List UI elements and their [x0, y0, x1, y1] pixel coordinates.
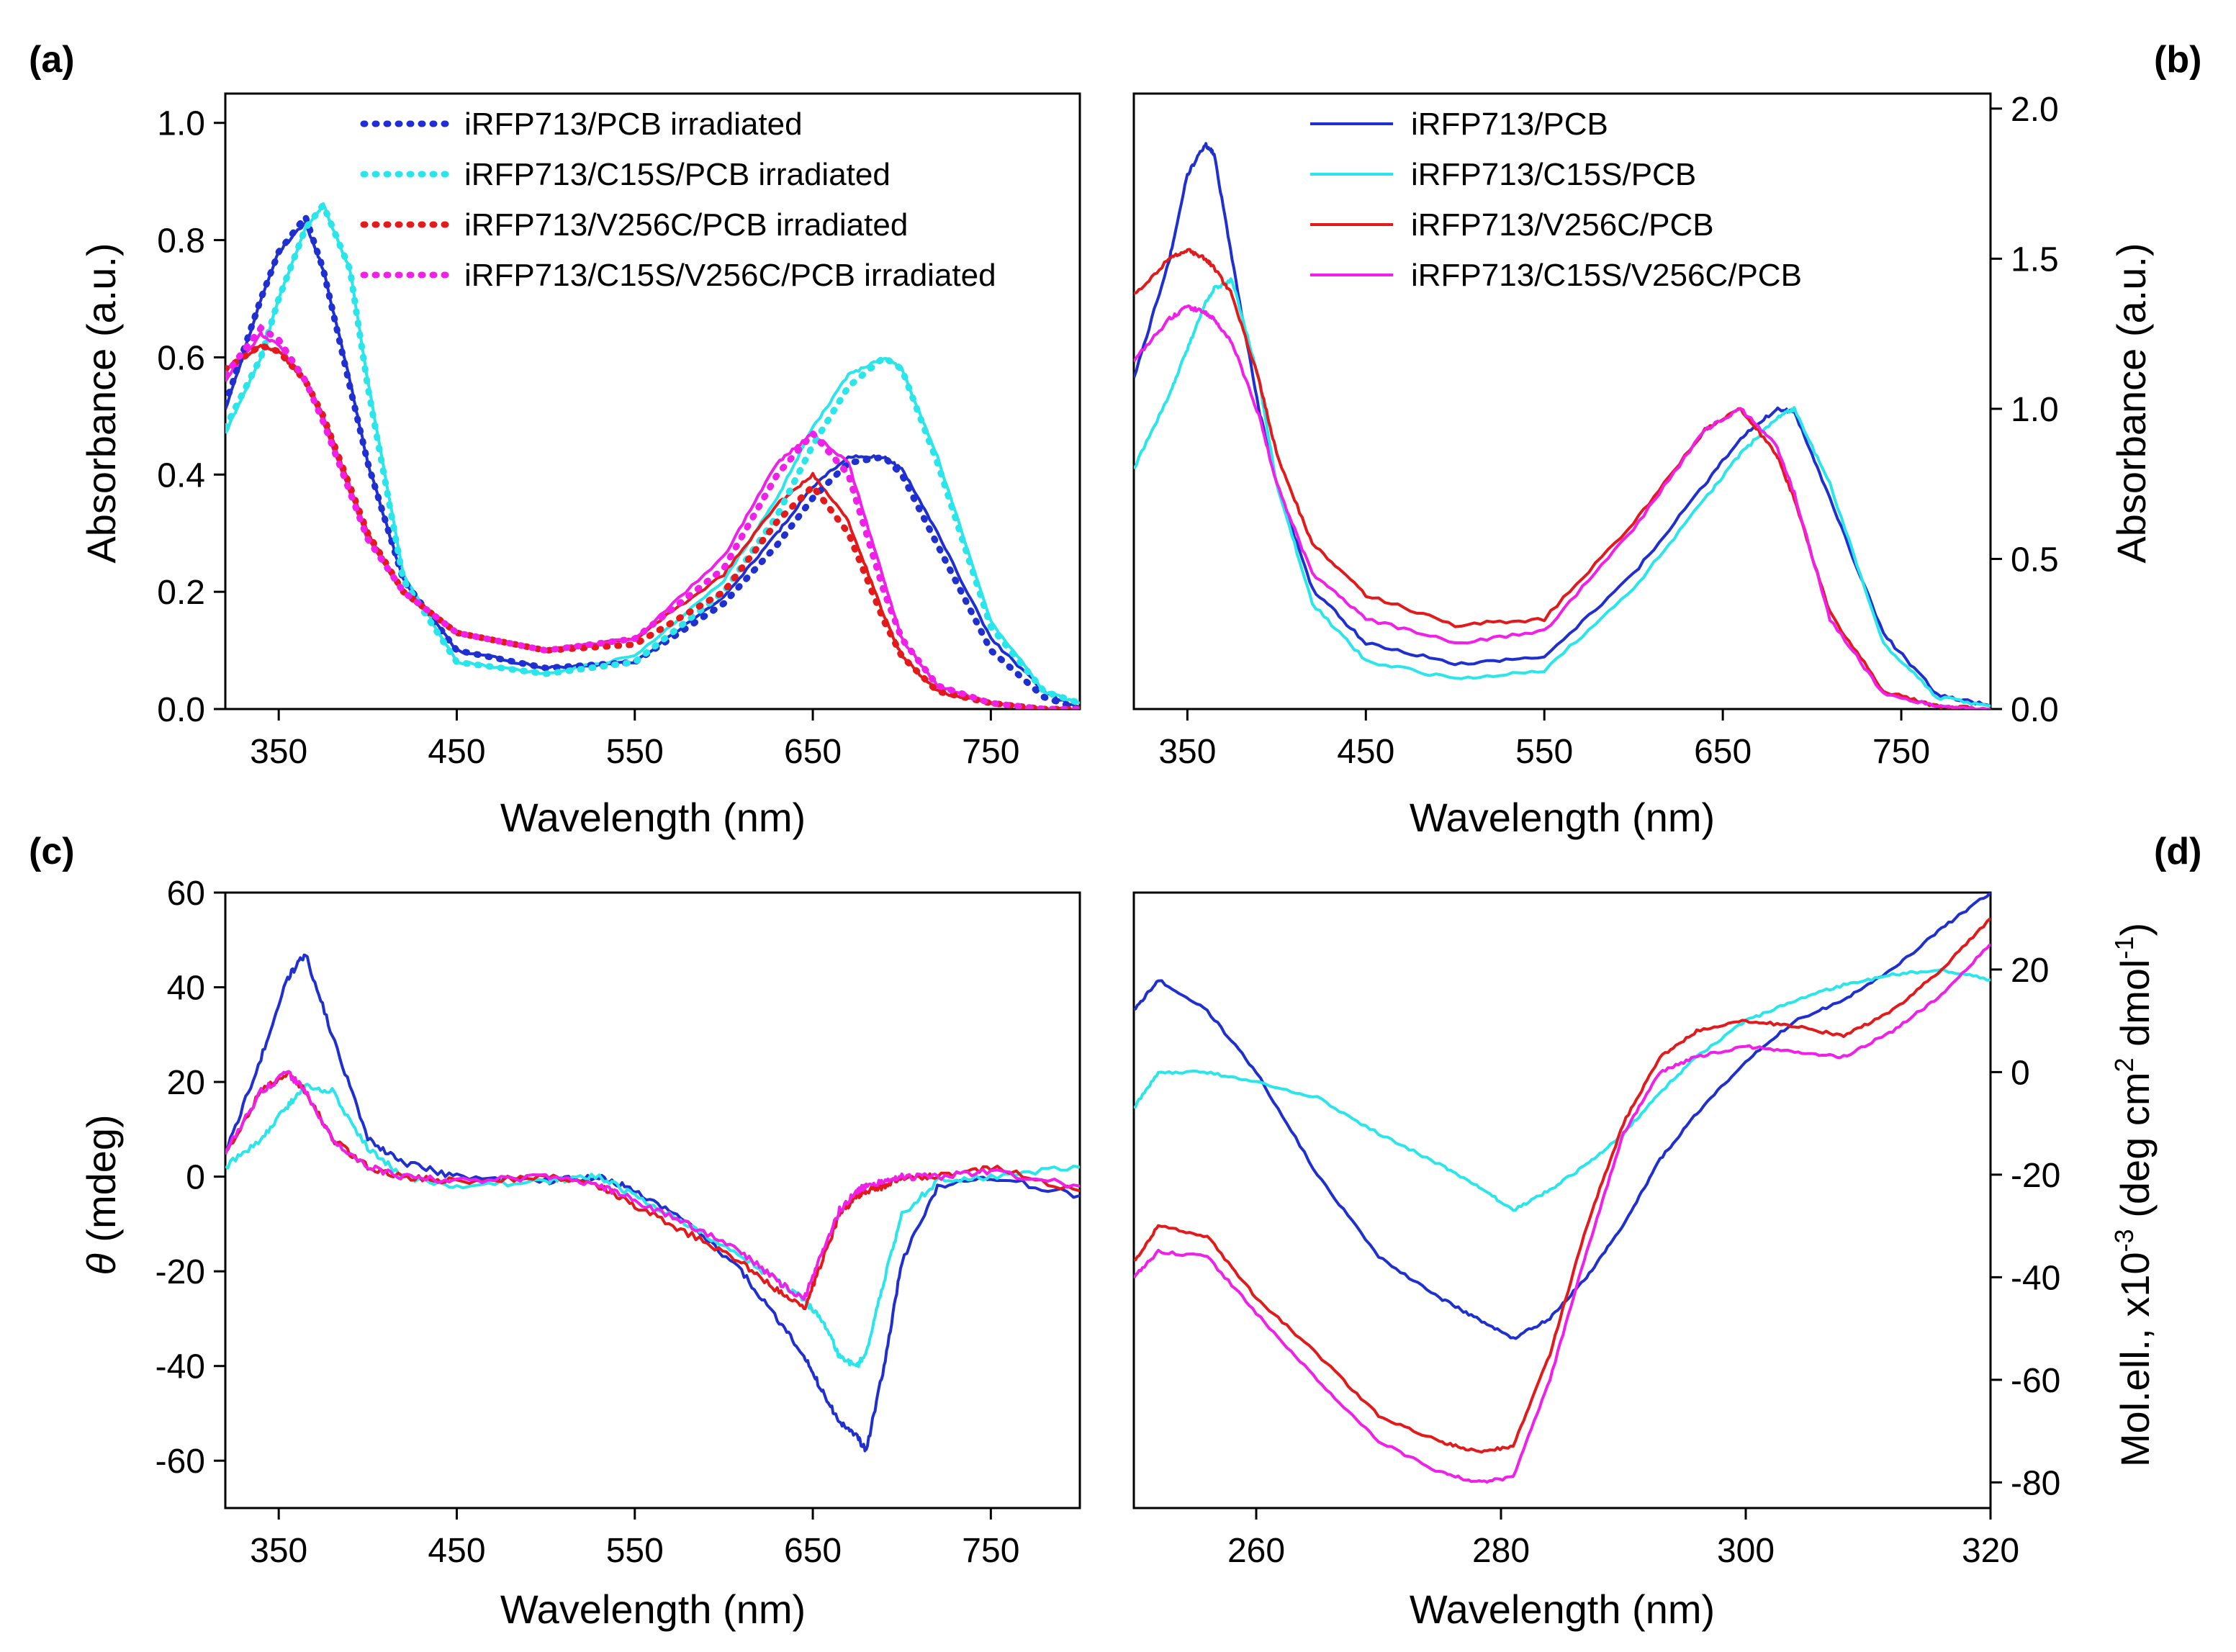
y-tick-label: 60	[167, 875, 205, 913]
series-line	[225, 1070, 1080, 1301]
plot-frame	[1132, 92, 1992, 710]
series-line	[225, 953, 1080, 1453]
x-tick-label: 350	[250, 733, 307, 771]
x-tick-label: 300	[1717, 1532, 1775, 1570]
panel-label-c: (c)	[29, 831, 75, 872]
series-line	[1134, 142, 1991, 708]
x-tick-label: 350	[1158, 733, 1216, 771]
panel-c-ylabel-symbol: θ	[78, 1253, 124, 1275]
x-tick-label: 550	[606, 733, 664, 771]
legend-label: iRFP713/C15S/V256C/PCB irradiated	[464, 258, 996, 293]
panel-label-d: (d)	[2154, 831, 2201, 872]
x-tick-label: 450	[428, 1532, 485, 1570]
panel-b-ylabel: Absorbance (a.u.)	[2109, 243, 2154, 563]
x-tick-label: 320	[1962, 1532, 2019, 1570]
panel-d-ylabel-base: Mol.ell., x10	[2112, 1252, 2158, 1467]
panel-c-ylabel-rest: (mdeg)	[78, 1114, 124, 1253]
series-dotted-line	[225, 323, 1080, 709]
panel-d-ylabel-mid2: dmol	[2112, 960, 2158, 1058]
y-tick-label: 0.0	[2011, 691, 2059, 729]
series-line	[1134, 967, 1991, 1212]
series-line	[225, 1083, 1080, 1368]
x-tick-label: 280	[1472, 1532, 1530, 1570]
series-line	[225, 1070, 1080, 1311]
legend-label: iRFP713/PCB irradiated	[464, 107, 803, 142]
x-tick-label: 750	[962, 1532, 1019, 1570]
x-tick-label: 650	[1694, 733, 1752, 771]
plot-frame	[1132, 891, 1992, 1509]
y-tick-label: 0	[186, 1159, 205, 1197]
panel-d-ylabel: Mol.ell., x10-3 (deg cm2 dmol-1)	[2109, 923, 2158, 1467]
y-tick-label: -60	[2011, 1362, 2060, 1400]
panel-a-plot: 350 450 550 650 750 0.0 0.2 0.4 0.6 0.8 1.0 iRFP713…	[157, 92, 1081, 771]
y-tick-label: -20	[2011, 1157, 2060, 1195]
x-tick-label: 350	[250, 1532, 307, 1570]
x-tick-label: 650	[784, 1532, 842, 1570]
y-tick-label: -60	[155, 1443, 205, 1481]
y-tick-label: -40	[2011, 1259, 2060, 1297]
panel-d-ylabel-exp3: -1	[2109, 936, 2139, 960]
panel-d-ylabel-mid: (deg cm	[2112, 1072, 2158, 1229]
y-tick-label: 20	[167, 1064, 205, 1102]
y-tick-label: 1.0	[157, 105, 205, 143]
y-tick-label: -80	[2011, 1464, 2060, 1502]
series-line	[1134, 304, 1991, 709]
series-dotted-line	[225, 198, 1080, 707]
y-tick-label: 0.8	[157, 222, 205, 261]
y-tick-label: 0.4	[157, 456, 205, 495]
panel-c-plot: 350 450 550 650 750 -60 -40 -20 0 20 40 60	[155, 875, 1081, 1570]
x-tick-label: 450	[428, 733, 485, 771]
y-tick-label: 0.0	[157, 691, 205, 729]
legend-label: iRFP713/C15S/PCB	[1411, 157, 1696, 192]
panel-d-xlabel: Wavelength (nm)	[1410, 1586, 1715, 1632]
panel-d-ylabel-exp2: 2	[2109, 1057, 2139, 1072]
panel-c-ylabel: θ (mdeg)	[78, 1114, 124, 1275]
y-tick-label: 1.0	[2011, 391, 2059, 429]
legend-label: iRFP713/V256C/PCB	[1411, 207, 1714, 243]
legend-label: iRFP713/V256C/PCB irradiated	[464, 207, 908, 243]
series-line	[225, 331, 1080, 709]
panel-a-xlabel: Wavelength (nm)	[500, 795, 806, 840]
panel-b-plot: 350 450 550 650 750 0.0 0.5 1.0 1.5 2.0 iRFP713/PC…	[1132, 91, 2059, 771]
panel-label-b: (b)	[2154, 39, 2201, 81]
series-line	[1134, 277, 1991, 708]
panel-b-xlabel: Wavelength (nm)	[1410, 795, 1715, 840]
y-tick-label: -20	[155, 1253, 205, 1291]
y-tick-label: 20	[2011, 952, 2049, 990]
y-tick-label: 0.6	[157, 339, 205, 377]
y-tick-label: 0.5	[2011, 541, 2059, 579]
x-tick-label: 260	[1227, 1532, 1285, 1570]
panel-d-ylabel-end: )	[2112, 923, 2158, 936]
x-tick-label: 550	[1515, 733, 1573, 771]
y-tick-label: 2.0	[2011, 91, 2059, 129]
y-tick-label: 1.5	[2011, 240, 2059, 279]
legend-label: iRFP713/C15S/V256C/PCB	[1411, 258, 1802, 293]
panel-d-ylabel-exp1: -3	[2109, 1229, 2139, 1252]
x-tick-label: 750	[1872, 733, 1930, 771]
x-tick-label: 750	[962, 733, 1019, 771]
y-tick-label: 0	[2011, 1054, 2030, 1092]
y-tick-label: -40	[155, 1348, 205, 1386]
series-line	[1134, 917, 1991, 1454]
series-line	[1134, 943, 1991, 1484]
plot-frame	[224, 891, 1081, 1509]
x-tick-label: 650	[784, 733, 842, 771]
legend-label: iRFP713/C15S/PCB irradiated	[464, 157, 891, 192]
series-line	[1134, 893, 1991, 1340]
x-tick-label: 550	[606, 1532, 664, 1570]
y-tick-label: 40	[167, 970, 205, 1008]
y-tick-label: 0.2	[157, 574, 205, 612]
panel-d-plot: 260 280 300 320 -80 -60 -40 -20 0 20	[1132, 891, 2060, 1570]
panel-a-ylabel: Absorbance (a.u.)	[78, 243, 124, 563]
panel-c-xlabel: Wavelength (nm)	[500, 1586, 806, 1632]
legend-label: iRFP713/PCB	[1411, 107, 1608, 142]
x-tick-label: 450	[1337, 733, 1394, 771]
panel-label-a: (a)	[29, 39, 75, 81]
